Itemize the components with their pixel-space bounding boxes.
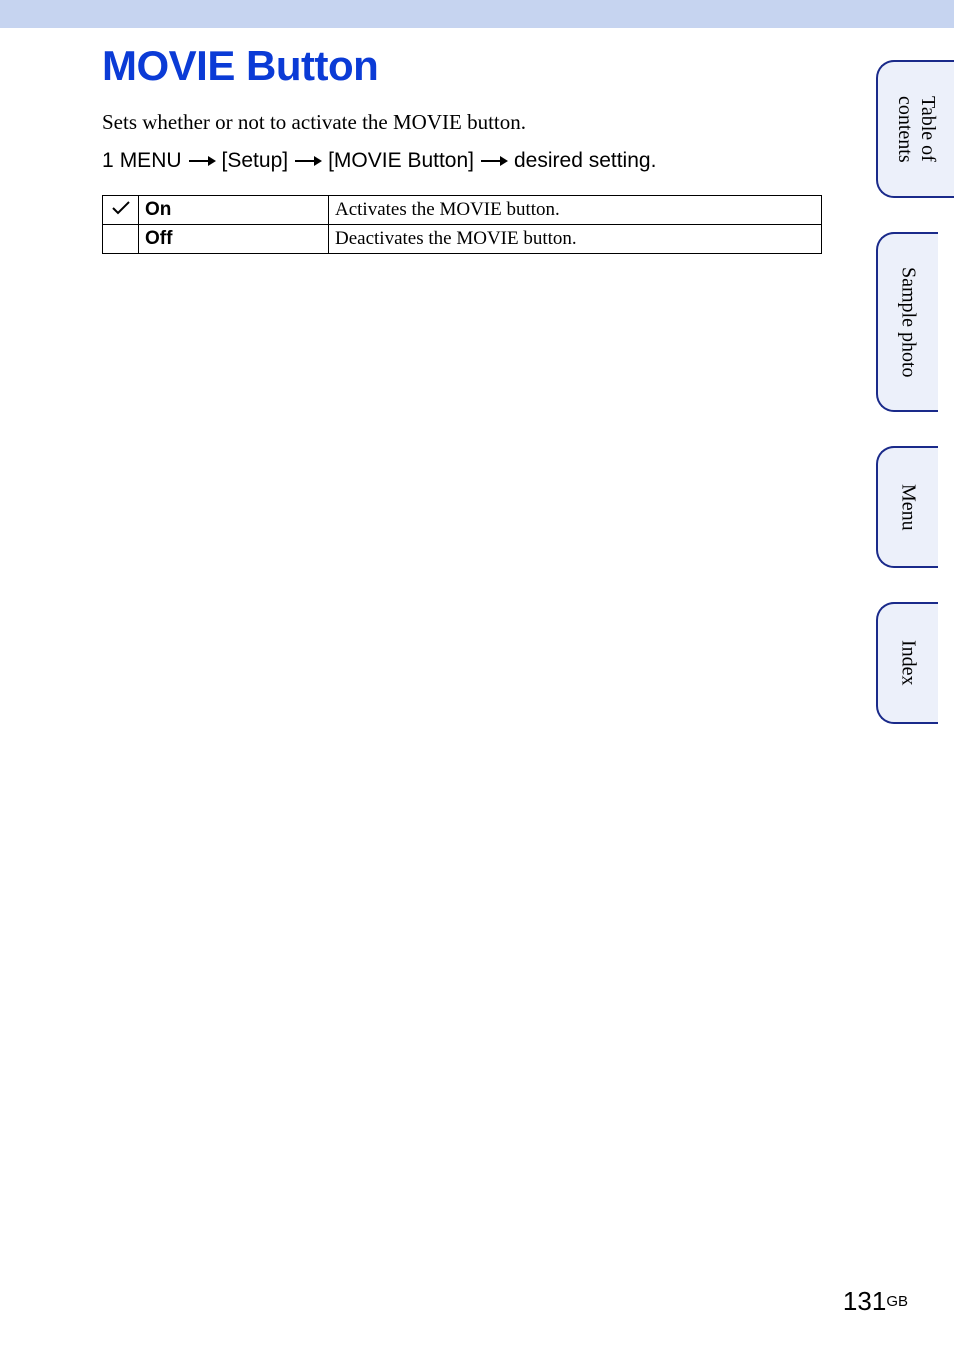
tab-label: Index [883,624,934,702]
page-number-suffix: GB [886,1293,908,1310]
table-row: Off Deactivates the MOVIE button. [103,225,822,254]
page-number-value: 131 [843,1286,886,1316]
tab-label-line2: contents [894,96,916,163]
step-part-menu: MENU [120,149,182,173]
step-part-movie-button: [MOVIE Button] [328,149,474,173]
description: Sets whether or not to activate the MOVI… [102,110,840,135]
tab-label: Sample photo [883,251,934,394]
tab-label-line1: Table of [917,96,939,162]
step-number: 1 [102,149,114,173]
tab-menu[interactable]: Menu [876,446,938,568]
header-band [0,0,954,28]
arrow-right-icon [480,155,508,167]
arrow-right-icon [294,155,322,167]
tab-label: Table of contents [879,80,953,179]
tab-label: Menu [883,468,934,547]
option-desc: Deactivates the MOVIE button. [329,225,822,254]
table-row: On Activates the MOVIE button. [103,196,822,225]
tab-table-of-contents[interactable]: Table of contents [876,60,954,198]
tab-index[interactable]: Index [876,602,938,724]
step-part-desired: desired setting. [514,149,656,173]
arrow-right-icon [188,155,216,167]
check-cell [103,225,139,254]
settings-table: On Activates the MOVIE button. Off Deact… [102,195,822,254]
tab-sample-photo[interactable]: Sample photo [876,232,938,412]
check-cell [103,196,139,225]
page-title: MOVIE Button [102,42,840,90]
side-tabs: Table of contents Sample photo Menu Inde… [876,60,954,724]
step-part-setup: [Setup] [222,149,289,173]
option-name: Off [139,225,329,254]
option-desc: Activates the MOVIE button. [329,196,822,225]
main-content: MOVIE Button Sets whether or not to acti… [0,28,840,254]
option-name: On [139,196,329,225]
check-icon [112,199,130,221]
step-line: 1 MENU [Setup] [MOVIE Button] desired se… [102,149,840,173]
page-number: 131GB [843,1286,908,1317]
